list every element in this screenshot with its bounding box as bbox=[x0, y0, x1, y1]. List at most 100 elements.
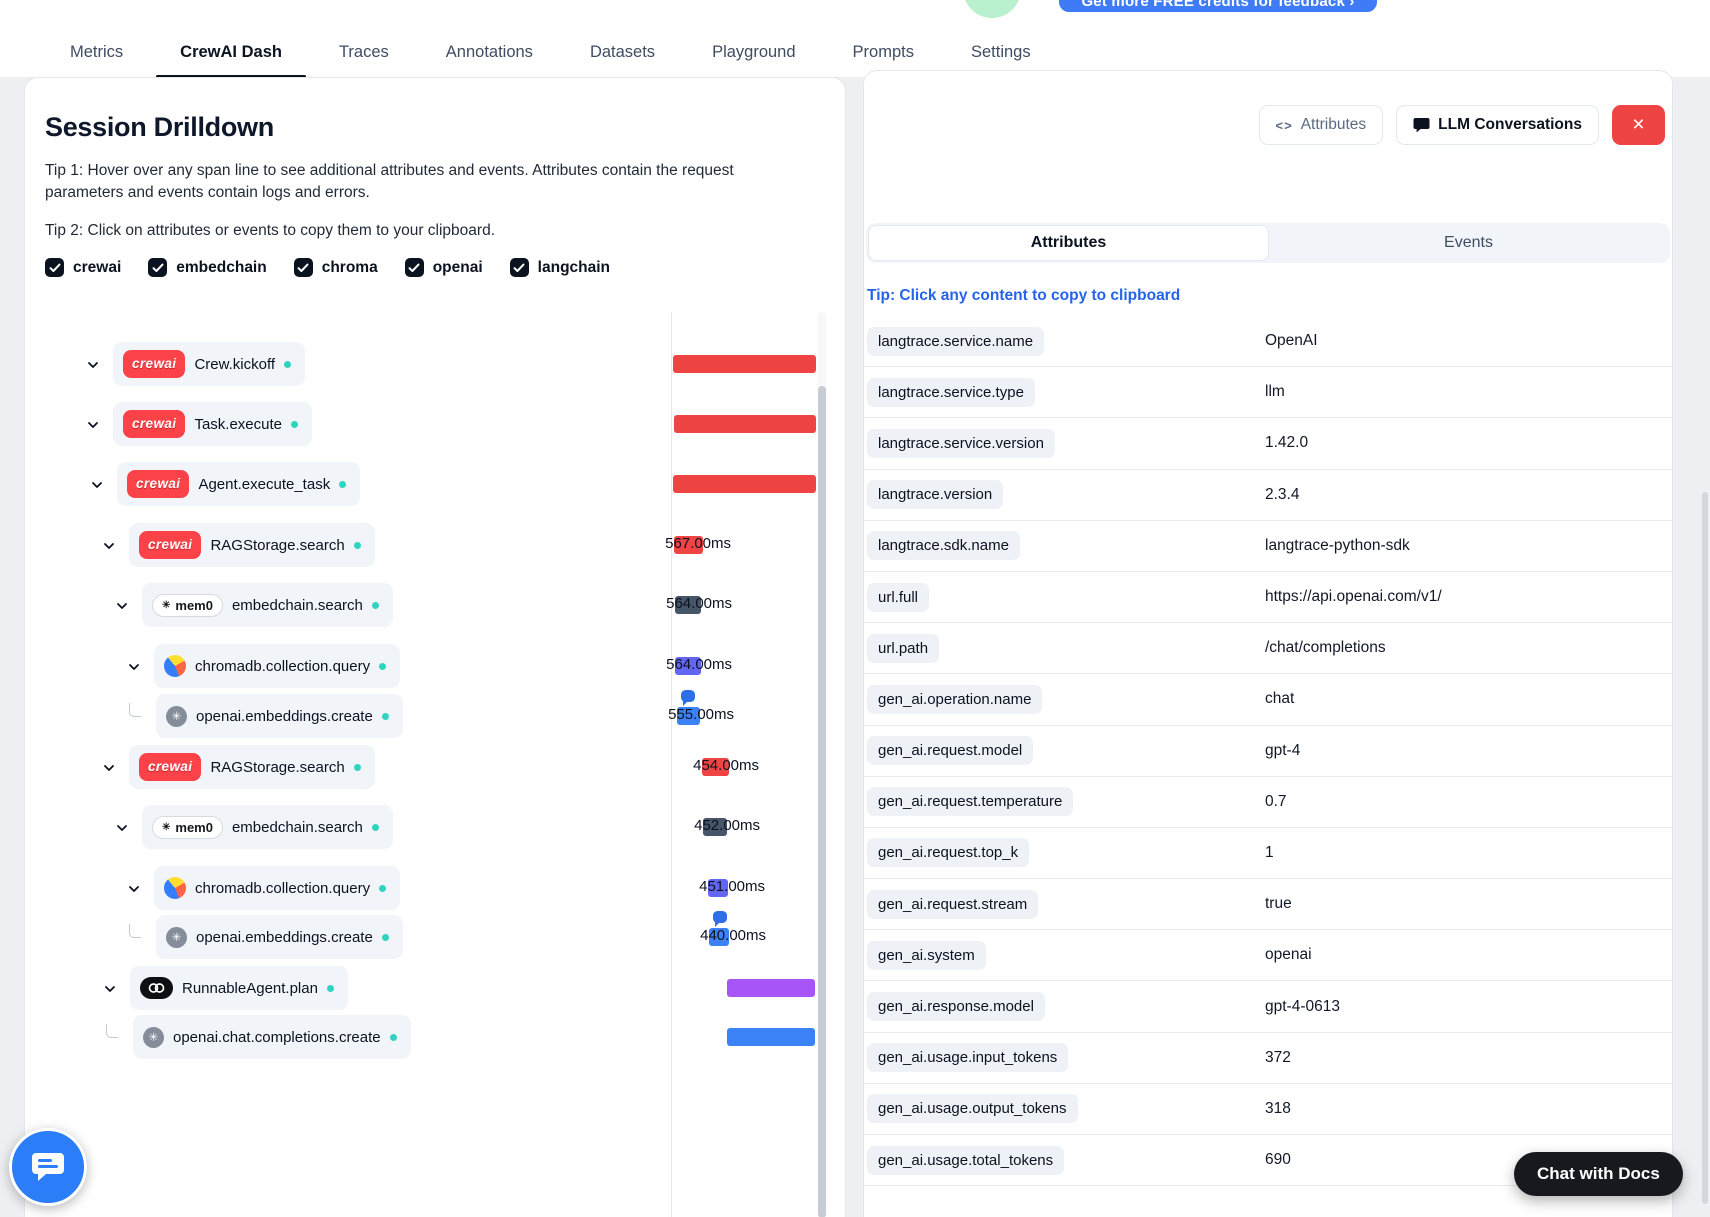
attribute-key[interactable]: langtrace.service.type bbox=[867, 377, 1035, 407]
tab-attributes[interactable]: Attributes bbox=[868, 225, 1269, 261]
attribute-value[interactable]: true bbox=[1265, 895, 1292, 913]
tab-settings[interactable]: Settings bbox=[970, 43, 1031, 61]
span-pill[interactable]: ✳ mem0 embedchain.search bbox=[142, 805, 393, 849]
attribute-key[interactable]: langtrace.sdk.name bbox=[867, 531, 1020, 561]
span-bar[interactable] bbox=[709, 928, 729, 946]
filter-openai[interactable]: openai bbox=[404, 258, 483, 277]
tab-playground[interactable]: Playground bbox=[712, 43, 796, 61]
filter-checkbox-chroma[interactable] bbox=[293, 258, 313, 277]
span-pill[interactable]: ✳ openai.embeddings.create bbox=[156, 915, 403, 959]
attribute-key[interactable]: langtrace.version bbox=[867, 480, 1004, 510]
page-scrollbar-thumb[interactable] bbox=[1702, 492, 1708, 1204]
attribute-value[interactable]: 1.42.0 bbox=[1265, 434, 1309, 452]
chat-launcher-button[interactable] bbox=[9, 1128, 87, 1206]
span-row-chromadb-collection-query[interactable]: chromadb.collection.query 451.00ms bbox=[25, 866, 845, 910]
attribute-value[interactable]: langtrace-python-sdk bbox=[1265, 536, 1410, 554]
tab-events[interactable]: Events bbox=[1444, 234, 1493, 251]
attribute-key[interactable]: gen_ai.request.stream bbox=[867, 889, 1039, 919]
span-bar[interactable] bbox=[702, 758, 729, 776]
filter-checkbox-crewai[interactable] bbox=[45, 258, 64, 277]
filter-crewai[interactable]: crewai bbox=[45, 258, 121, 277]
attribute-value[interactable]: OpenAI bbox=[1265, 332, 1318, 350]
span-bar[interactable] bbox=[677, 707, 700, 725]
span-pill[interactable]: crewai Task.execute bbox=[113, 402, 312, 446]
tab-datasets[interactable]: Datasets bbox=[589, 43, 656, 61]
chevron-down-icon[interactable] bbox=[86, 358, 100, 372]
chevron-down-icon[interactable] bbox=[115, 599, 129, 613]
span-bar[interactable] bbox=[708, 879, 728, 897]
span-bar[interactable] bbox=[673, 355, 816, 373]
span-pill[interactable]: crewai RAGStorage.search bbox=[129, 745, 375, 789]
attribute-key[interactable]: langtrace.service.name bbox=[867, 326, 1045, 356]
tab-metrics[interactable]: Metrics bbox=[70, 43, 124, 61]
attribute-key[interactable]: url.path bbox=[867, 633, 940, 663]
filter-chroma[interactable]: chroma bbox=[293, 258, 378, 277]
avatar[interactable] bbox=[963, 0, 1021, 18]
attribute-key[interactable]: gen_ai.response.model bbox=[867, 992, 1045, 1022]
llm-bubble-icon[interactable] bbox=[681, 690, 695, 706]
span-bar[interactable] bbox=[674, 536, 703, 554]
span-pill[interactable]: chromadb.collection.query bbox=[154, 866, 401, 910]
chat-with-docs-button[interactable]: Chat with Docs bbox=[1514, 1152, 1683, 1196]
span-bar[interactable] bbox=[674, 415, 816, 433]
chevron-down-icon[interactable] bbox=[90, 478, 104, 492]
span-pill[interactable]: crewai Agent.execute_task bbox=[117, 462, 361, 506]
span-row-ragstorage-search[interactable]: crewai RAGStorage.search 567.00ms bbox=[25, 523, 845, 567]
span-pill[interactable]: crewai RAGStorage.search bbox=[129, 523, 375, 567]
attribute-key[interactable]: gen_ai.usage.input_tokens bbox=[867, 1043, 1069, 1073]
filter-checkbox-openai[interactable] bbox=[404, 258, 424, 277]
tab-traces[interactable]: Traces bbox=[338, 43, 389, 61]
attribute-value[interactable]: llm bbox=[1265, 383, 1285, 401]
attributes-button[interactable]: <> Attributes bbox=[1258, 105, 1384, 145]
attribute-key[interactable]: url.full bbox=[867, 582, 930, 612]
chevron-down-icon[interactable] bbox=[115, 821, 129, 835]
attribute-key[interactable]: langtrace.service.version bbox=[867, 428, 1055, 458]
span-row-embedchain-search[interactable]: ✳ mem0 embedchain.search 564.00ms bbox=[25, 583, 845, 627]
attribute-key[interactable]: gen_ai.usage.output_tokens bbox=[867, 1094, 1078, 1124]
attribute-value[interactable]: 1 bbox=[1265, 843, 1274, 861]
span-pill[interactable]: ✳ openai.embeddings.create bbox=[156, 694, 403, 738]
span-row-openai-chat-completions-create[interactable]: ✳ openai.chat.completions.create bbox=[25, 1015, 845, 1059]
attribute-key[interactable]: gen_ai.request.top_k bbox=[867, 838, 1030, 868]
attribute-value[interactable]: 2.3.4 bbox=[1265, 485, 1300, 503]
chevron-down-icon[interactable] bbox=[102, 761, 116, 775]
span-bar[interactable] bbox=[675, 657, 701, 675]
filter-embedchain[interactable]: embedchain bbox=[148, 258, 267, 277]
credits-banner-button[interactable]: Get more FREE credits for feedback › bbox=[1059, 0, 1377, 12]
span-bar[interactable] bbox=[727, 979, 815, 997]
span-row-crew-kickoff[interactable]: crewai Crew.kickoff bbox=[25, 342, 845, 386]
span-row-chromadb-collection-query[interactable]: chromadb.collection.query 564.00ms bbox=[25, 644, 845, 688]
span-row-agent-execute-task[interactable]: crewai Agent.execute_task bbox=[25, 462, 845, 506]
chevron-down-icon[interactable] bbox=[127, 660, 141, 674]
span-row-openai-embeddings-create[interactable]: ✳ openai.embeddings.create 555.00ms bbox=[25, 690, 845, 738]
chevron-down-icon[interactable] bbox=[127, 882, 141, 896]
span-pill[interactable]: RunnableAgent.plan bbox=[130, 966, 348, 1010]
span-row-embedchain-search[interactable]: ✳ mem0 embedchain.search 452.00ms bbox=[25, 805, 845, 849]
llm-conversations-button[interactable]: LLM Conversations bbox=[1396, 105, 1599, 145]
chevron-down-icon[interactable] bbox=[103, 982, 117, 996]
span-pill[interactable]: crewai Crew.kickoff bbox=[113, 342, 306, 386]
tab-prompts[interactable]: Prompts bbox=[852, 43, 914, 61]
filter-langchain[interactable]: langchain bbox=[509, 258, 610, 277]
tab-annotations[interactable]: Annotations bbox=[445, 43, 533, 61]
tree-scrollbar-thumb[interactable] bbox=[818, 386, 826, 1217]
close-button[interactable]: × bbox=[1612, 105, 1665, 145]
span-bar[interactable] bbox=[703, 818, 727, 836]
attribute-value[interactable]: chat bbox=[1265, 690, 1295, 708]
span-bar[interactable] bbox=[727, 1028, 815, 1046]
attribute-key[interactable]: gen_ai.request.temperature bbox=[867, 787, 1074, 817]
span-row-ragstorage-search[interactable]: crewai RAGStorage.search 454.00ms bbox=[25, 745, 845, 789]
filter-checkbox-embedchain[interactable] bbox=[148, 258, 168, 277]
span-bar[interactable] bbox=[675, 596, 701, 614]
span-pill[interactable]: ✳ mem0 embedchain.search bbox=[142, 583, 393, 627]
attribute-value[interactable]: gpt-4 bbox=[1265, 741, 1301, 759]
attribute-key[interactable]: gen_ai.operation.name bbox=[867, 684, 1043, 714]
span-pill[interactable]: ✳ openai.chat.completions.create bbox=[133, 1015, 411, 1059]
span-pill[interactable]: chromadb.collection.query bbox=[154, 644, 401, 688]
attribute-key[interactable]: gen_ai.usage.total_tokens bbox=[867, 1145, 1065, 1175]
chevron-down-icon[interactable] bbox=[102, 539, 116, 553]
attribute-key[interactable]: gen_ai.request.model bbox=[867, 736, 1034, 766]
attribute-value[interactable]: openai bbox=[1265, 946, 1312, 964]
span-row-runnableagent-plan[interactable]: RunnableAgent.plan bbox=[25, 966, 845, 1010]
attribute-value[interactable]: /chat/completions bbox=[1265, 639, 1386, 657]
